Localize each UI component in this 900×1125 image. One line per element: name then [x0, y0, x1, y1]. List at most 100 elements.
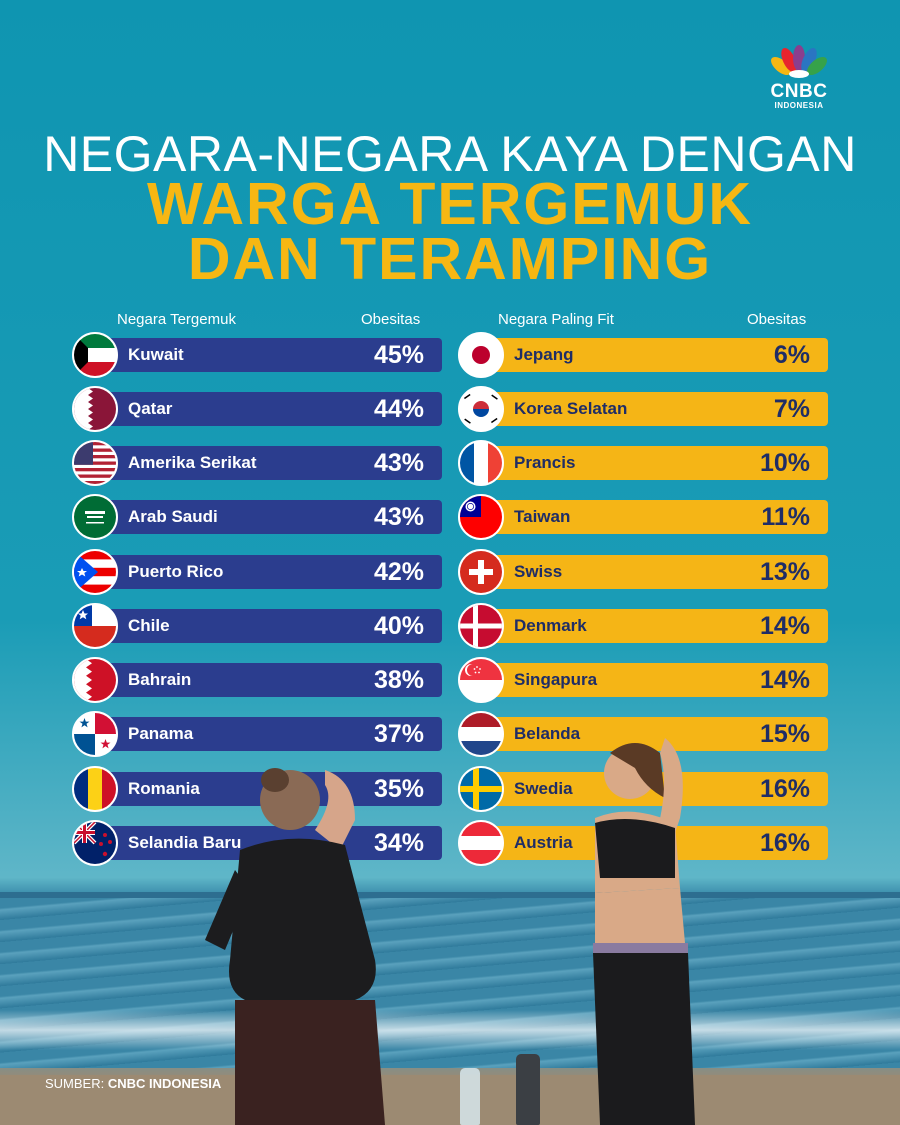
sweden-flag-icon: [458, 766, 504, 812]
bar: [96, 392, 442, 426]
water-bottle-image: [460, 1068, 480, 1125]
country-name: Singapura: [514, 670, 598, 689]
bar: [482, 663, 828, 697]
obesity-value: 45%: [373, 341, 424, 369]
left-row-usa: Amerika Serikat 43%: [72, 440, 444, 486]
bar: [482, 392, 828, 426]
country-name: Denmark: [514, 616, 587, 635]
country-name: Kuwait: [128, 345, 184, 364]
obesity-value: 11%: [761, 503, 810, 531]
country-name: Korea Selatan: [514, 399, 628, 418]
panama-flag-icon: [72, 711, 118, 757]
bar: [482, 555, 828, 589]
country-name: Jepang: [514, 345, 574, 364]
country-name: Chile: [128, 616, 170, 635]
left-row-saudi: Arab Saudi 43%: [72, 494, 444, 540]
right-row-france: Prancis 10%: [458, 440, 830, 486]
bar: [96, 446, 442, 480]
left-row-panama: Panama 37%: [72, 711, 444, 757]
country-name: Puerto Rico: [128, 562, 224, 581]
bahrain-flag-icon: [72, 657, 118, 703]
source-name: CNBC INDONESIA: [107, 1076, 222, 1091]
country-name: Bahrain: [128, 670, 192, 689]
obesity-value: 16%: [759, 829, 810, 857]
puerto-rico-flag-icon: [72, 549, 118, 595]
qatar-flag-icon: [72, 386, 118, 432]
cnbc-logo: CNBC INDONESIA: [762, 44, 836, 110]
bar: [96, 609, 442, 643]
country-name: Panama: [128, 724, 194, 743]
country-name: Selandia Baru: [128, 833, 242, 852]
obesity-value: 6%: [773, 341, 810, 369]
country-name: Amerika Serikat: [128, 453, 257, 472]
singapore-flag-icon: [458, 657, 504, 703]
right-row-switzerland: Swiss 13%: [458, 549, 830, 595]
obesity-value: 34%: [373, 829, 424, 857]
horizon: [0, 892, 900, 898]
obesity-value: 44%: [373, 395, 424, 423]
obesity-value: 14%: [759, 612, 810, 640]
kuwait-flag-icon: [72, 332, 118, 378]
romania-flag-icon: [72, 766, 118, 812]
bar: [482, 500, 828, 534]
switzerland-flag-icon: [458, 549, 504, 595]
bar: [96, 338, 442, 372]
right-row-sweden: Swedia 16%: [458, 766, 830, 812]
obesity-value: 16%: [759, 775, 810, 803]
bar: [482, 609, 828, 643]
obesity-value: 43%: [373, 503, 424, 531]
logo-brand: CNBC: [770, 81, 828, 102]
japan-flag-icon: [458, 332, 504, 378]
right-row-denmark: Denmark 14%: [458, 603, 830, 649]
bar: [96, 663, 442, 697]
new-zealand-flag-icon: [72, 820, 118, 866]
obesity-value: 15%: [759, 720, 810, 748]
country-name: Belanda: [514, 724, 581, 743]
obesity-value: 37%: [373, 720, 424, 748]
logo-sub: INDONESIA: [774, 101, 824, 110]
bar: [96, 500, 442, 534]
left-row-puerto-rico: Puerto Rico 42%: [72, 549, 444, 595]
peacock-icon: [771, 45, 827, 78]
obesity-value: 42%: [373, 558, 424, 586]
obesity-value: 13%: [759, 558, 810, 586]
source-label: SUMBER:: [45, 1076, 105, 1091]
country-name: Qatar: [128, 399, 173, 418]
obesity-value: 35%: [373, 775, 424, 803]
saudi-flag-icon: [72, 494, 118, 540]
france-flag-icon: [458, 440, 504, 486]
country-name: Romania: [128, 779, 200, 798]
chile-flag-icon: [72, 603, 118, 649]
bar: [96, 555, 442, 589]
left-row-kuwait: Kuwait 45%: [72, 332, 444, 378]
right-row-netherlands: Belanda 15%: [458, 711, 830, 757]
left-row-chile: Chile 40%: [72, 603, 444, 649]
denmark-flag-icon: [458, 603, 504, 649]
country-name: Swiss: [514, 562, 563, 581]
bar: [482, 446, 828, 480]
obesity-value: 10%: [759, 449, 810, 477]
beach-sand: [0, 1075, 900, 1125]
obesity-value: 38%: [373, 666, 424, 694]
bar: [482, 717, 828, 751]
usa-flag-icon: [72, 440, 118, 486]
title-line-2: WARGA TERGEMUK: [147, 171, 753, 237]
source-line: SUMBER: CNBC INDONESIA: [45, 1076, 221, 1091]
thermos-bottle-image: [516, 1054, 540, 1125]
woman-stretching-right-image: [593, 738, 695, 1125]
right-header-value: Obesitas: [747, 311, 807, 328]
country-name: Arab Saudi: [128, 507, 218, 526]
austria-flag-icon: [458, 820, 504, 866]
bar: [482, 338, 828, 372]
right-row-singapore: Singapura 14%: [458, 657, 830, 703]
obesity-value: 43%: [373, 449, 424, 477]
obesity-value: 40%: [373, 612, 424, 640]
left-row-bahrain: Bahrain 38%: [72, 657, 444, 703]
left-header-country: Negara Tergemuk: [117, 311, 236, 328]
country-name: Austria: [514, 833, 573, 852]
obesity-value: 7%: [773, 395, 810, 423]
bar: [96, 717, 442, 751]
right-header-country: Negara Paling Fit: [498, 311, 614, 328]
left-row-qatar: Qatar 44%: [72, 386, 444, 432]
title-line-1: NEGARA-NEGARA KAYA DENGAN: [43, 126, 857, 182]
